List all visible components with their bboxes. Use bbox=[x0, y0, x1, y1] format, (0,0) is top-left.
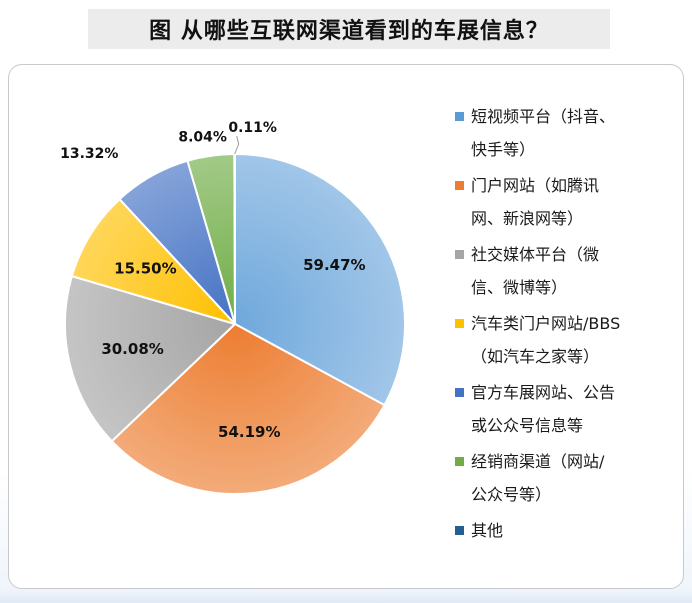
legend-swatch bbox=[455, 250, 464, 259]
pie-slices bbox=[64, 152, 406, 495]
pie-slice bbox=[64, 274, 237, 443]
legend-label: 门户网站（如腾讯 网、新浪网等） bbox=[471, 176, 600, 228]
legend-label: 短视频平台（抖音、 快手等） bbox=[471, 107, 616, 159]
bottom-glow bbox=[0, 589, 692, 603]
slice-value-label: 54.19% bbox=[218, 423, 280, 441]
slice-value-label: 13.32% bbox=[60, 146, 118, 162]
chart-title: 图 从哪些互联网渠道看到的车展信息？ bbox=[149, 19, 549, 44]
legend-item: 汽车类门户网站/BBS （如汽车之家等） bbox=[455, 307, 680, 373]
slice-value-label: 15.50% bbox=[114, 259, 176, 277]
slice-value-label: 59.47% bbox=[303, 256, 365, 274]
pie-slice bbox=[233, 152, 236, 325]
legend-item: 官方车展网站、公告 或公众号信息等 bbox=[455, 376, 680, 442]
legend-item: 短视频平台（抖音、 快手等） bbox=[455, 100, 680, 166]
legend-label: 其他 bbox=[471, 521, 504, 540]
legend-item: 门户网站（如腾讯 网、新浪网等） bbox=[455, 169, 680, 235]
legend-item: 经销商渠道（网站/ 公众号等） bbox=[455, 445, 680, 511]
legend-label: 官方车展网站、公告 或公众号信息等 bbox=[471, 383, 616, 435]
pie-slice bbox=[70, 197, 239, 326]
legend-label: 经销商渠道（网站/ 公众号等） bbox=[471, 452, 605, 504]
slice-value-label: 0.11% bbox=[228, 120, 277, 136]
leader-line bbox=[234, 135, 240, 155]
legend-swatch bbox=[455, 388, 464, 397]
slice-value-label: 8.04% bbox=[178, 130, 227, 146]
slice-value-label: 30.08% bbox=[101, 340, 163, 358]
legend-swatch bbox=[455, 181, 464, 190]
title-bar: 图 从哪些互联网渠道看到的车展信息？ bbox=[88, 9, 610, 49]
legend-item: 社交媒体平台（微 信、微博等） bbox=[455, 238, 680, 304]
legend-swatch bbox=[455, 319, 464, 328]
legend-label: 社交媒体平台（微 信、微博等） bbox=[471, 245, 600, 297]
pie-slice bbox=[110, 322, 386, 495]
legend-label: 汽车类门户网站/BBS （如汽车之家等） bbox=[471, 314, 621, 366]
chart-frame: 59.47% 54.19% 30.08% 15.50% 13.32% 8.04% 0.11%… bbox=[8, 64, 684, 589]
legend-swatch bbox=[455, 112, 464, 121]
pie-slice bbox=[234, 152, 406, 407]
legend-swatch bbox=[455, 457, 464, 466]
legend-item: 其他 bbox=[455, 514, 680, 547]
legend: 短视频平台（抖音、 快手等） 门户网站（如腾讯 网、新浪网等） 社交媒体平台（微… bbox=[455, 100, 680, 550]
pie-chart: 59.47% 54.19% 30.08% 15.50% 13.32% 8.04%0.11% bbox=[60, 120, 406, 495]
pie-labels: 59.47% 54.19% 30.08% 15.50% 13.32% 8.04%0.11% bbox=[60, 120, 365, 441]
legend-swatch bbox=[455, 526, 464, 535]
